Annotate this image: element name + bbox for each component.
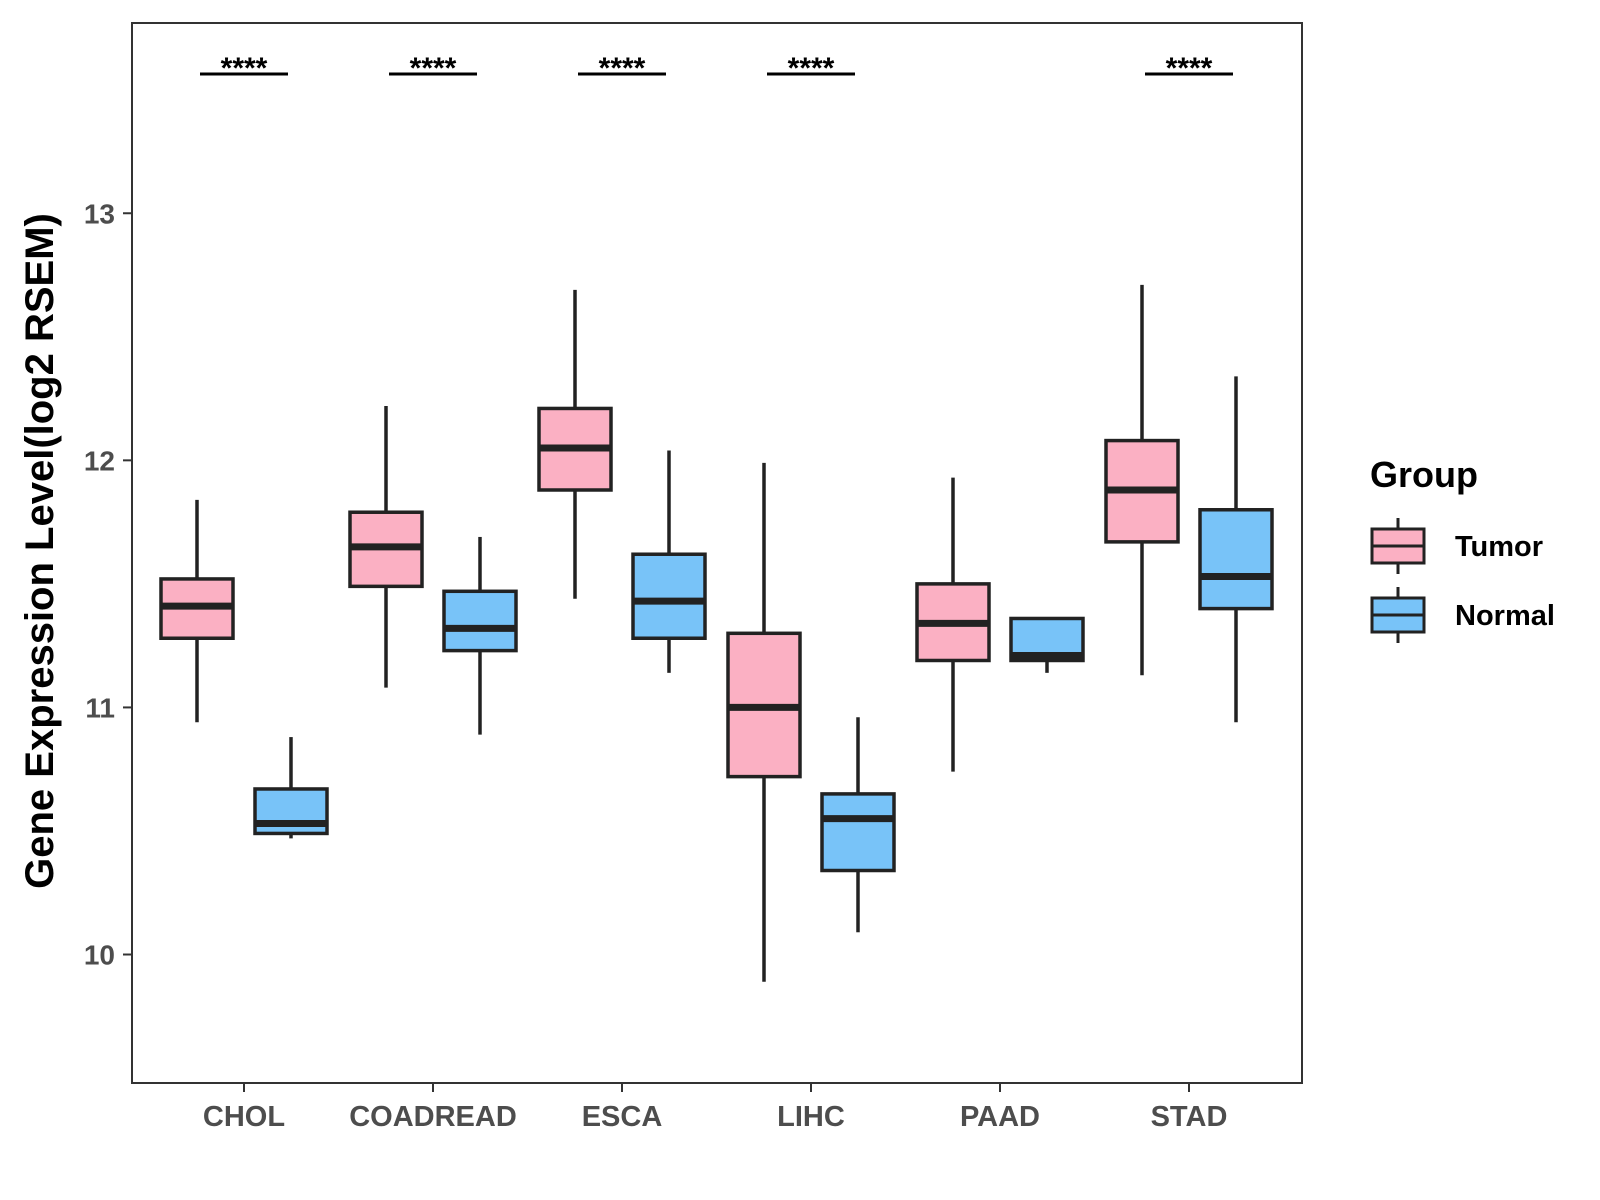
significance-label: **** [221,52,268,85]
x-tick-label: PAAD [960,1101,1040,1133]
x-tick-label: COADREAD [349,1101,517,1133]
legend-label: Normal [1455,600,1555,632]
x-tick-label: STAD [1151,1101,1228,1133]
legend-item-tumor: Tumor [1370,518,1543,574]
y-axis: 10 11 12 13 [84,198,132,971]
box-normal-coadread [442,536,518,735]
box-normal-lihc [820,717,896,933]
box-normal-chol [253,737,329,839]
legend: Group Tumor Normal [1370,454,1555,643]
y-tick-label: 13 [84,198,115,229]
y-tick-label: 11 [85,692,115,723]
significance-label: **** [599,52,646,85]
plot-panel [131,22,1303,1084]
box-tumor-coadread [348,405,424,688]
y-axis-label: Gene Expression Level(log2 RSEM) [18,213,62,889]
y-tick-label: 12 [84,445,115,476]
x-axis: CHOL COADREAD ESCA LIHC PAAD STAD [203,1083,1227,1133]
legend-label: Tumor [1455,531,1543,563]
box-tumor-paad [915,477,991,772]
box-normal-stad [1198,376,1274,723]
x-tick-label: ESCA [582,1101,663,1133]
box-series [159,284,1274,982]
significance-label: **** [1166,52,1213,85]
significance-annotations: **** **** **** **** **** [200,52,1233,85]
iqr-box [442,589,518,653]
legend-item-normal: Normal [1370,587,1555,643]
significance-label: **** [788,52,835,85]
box-tumor-esca [537,289,613,599]
box-tumor-chol [159,499,235,723]
box-tumor-lihc [726,462,802,982]
significance-label: **** [410,52,457,85]
iqr-box [1198,508,1274,611]
iqr-box [631,552,707,640]
legend-title: Group [1370,454,1478,495]
box-normal-paad [1009,616,1085,673]
box-normal-esca [631,450,707,673]
iqr-box [820,792,896,873]
x-tick-label: CHOL [203,1101,285,1133]
box-tumor-stad [1104,284,1180,676]
x-tick-label: LIHC [777,1101,845,1133]
y-tick-label: 10 [84,940,115,971]
